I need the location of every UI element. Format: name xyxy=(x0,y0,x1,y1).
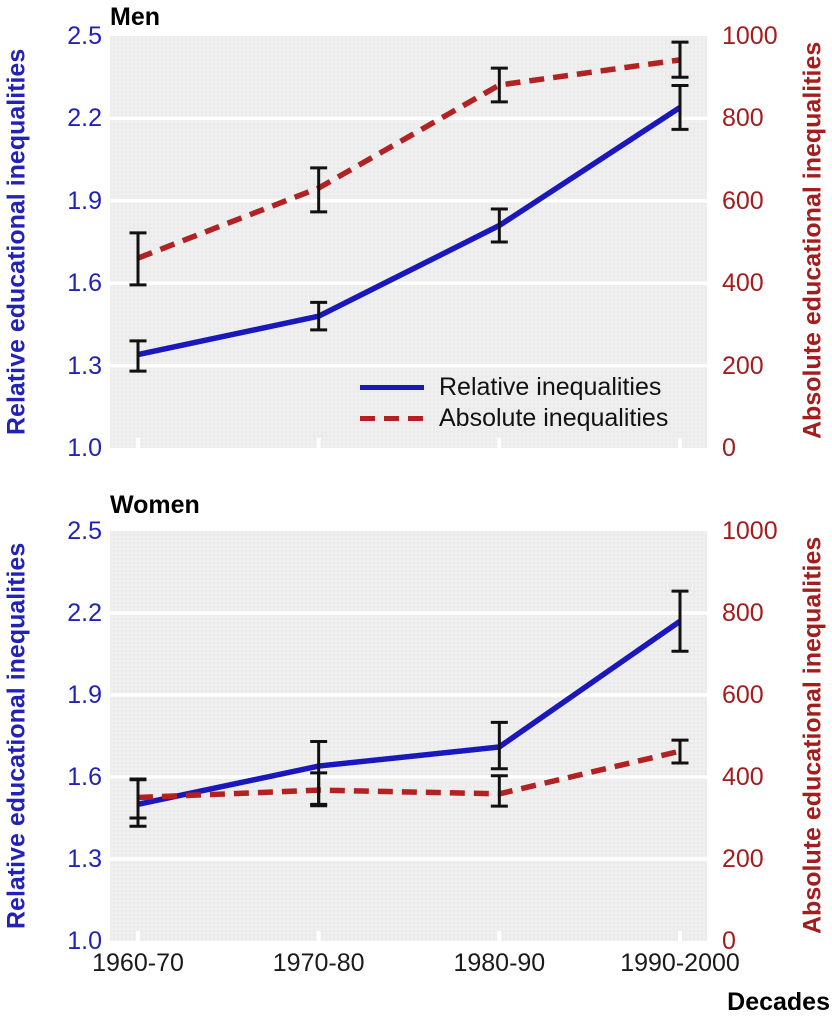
y-tick-label-right: 400 xyxy=(722,763,764,791)
absolute-inequalities-line xyxy=(137,748,681,801)
panel-title-men: Men xyxy=(110,3,160,31)
relative-inequalities-line xyxy=(137,618,682,808)
right-axis-ticks-men: 1000 800 600 400 200 0 xyxy=(722,22,822,462)
error-bar xyxy=(671,738,689,765)
error-bar xyxy=(671,589,689,653)
y-tick-label-left: 2.5 xyxy=(67,22,102,50)
error-bar xyxy=(490,774,508,808)
error-bar xyxy=(671,40,689,79)
relative-inequalities-line xyxy=(137,105,682,358)
error-bar xyxy=(490,66,508,104)
x-axis-ticks: 1960-70 1970-80 1980-90 1990-2000 xyxy=(92,948,740,978)
y-tick-label-right: 1000 xyxy=(722,517,778,545)
absolute-inequalities-line xyxy=(137,57,681,261)
error-bar xyxy=(129,231,147,287)
y-tick-label-left: 1.6 xyxy=(67,763,102,791)
women-chart xyxy=(110,531,707,941)
left-axis-ticks-men: 2.5 2.2 1.9 1.6 1.3 1.0 xyxy=(10,22,102,462)
absolute-line-swatch xyxy=(360,416,424,421)
panel-title-women: Women xyxy=(110,491,200,519)
x-tick-mark xyxy=(497,931,502,941)
error-bar xyxy=(310,300,328,332)
error-bar xyxy=(490,207,508,244)
x-axis-title: Decades xyxy=(727,988,830,1016)
legend-label-relative: Relative inequalities xyxy=(439,373,662,401)
y-tick-label-right: 800 xyxy=(722,599,764,627)
x-tick-mark xyxy=(316,931,321,941)
y-tick-label-right: 800 xyxy=(722,104,764,133)
error-bar xyxy=(129,777,147,820)
y-tick-label-left: 2.2 xyxy=(67,599,102,627)
left-axis-ticks-women: 2.5 2.2 1.9 1.6 1.3 1.0 xyxy=(10,517,102,955)
relative-line-swatch xyxy=(360,385,424,390)
y-tick-label-left: 1.9 xyxy=(67,681,102,709)
x-tick-mark xyxy=(136,438,140,448)
x-tick-mark xyxy=(497,438,502,448)
error-bar xyxy=(671,83,689,131)
x-tick-label: 1960-70 xyxy=(92,949,184,977)
women-plot-area xyxy=(110,531,707,941)
y-tick-label-left: 1.9 xyxy=(67,186,102,215)
legend: Relative inequalities Absolute inequalit… xyxy=(360,372,668,434)
men-plot-area: Relative inequalities Absolute inequalit… xyxy=(110,36,707,448)
y-tick-label-right: 1000 xyxy=(722,22,778,50)
x-tick-label: 1980-90 xyxy=(453,949,546,977)
x-tick-label: 1970-80 xyxy=(272,949,365,977)
error-bar xyxy=(310,166,328,214)
x-tick-mark xyxy=(316,438,321,448)
y-tick-label-right: 400 xyxy=(722,269,764,298)
legend-label-absolute: Absolute inequalities xyxy=(439,404,669,432)
y-tick-label-right: 600 xyxy=(722,681,764,709)
y-tick-label-left: 2.2 xyxy=(67,104,102,133)
y-tick-label-right: 200 xyxy=(722,351,764,380)
x-tick-mark xyxy=(678,438,682,448)
y-tick-label-left: 2.5 xyxy=(67,517,102,545)
y-tick-label-left: 1.6 xyxy=(67,269,102,298)
x-tick-label: 1990-2000 xyxy=(620,949,740,977)
y-tick-label-left: 1.3 xyxy=(67,351,102,380)
x-tick-mark xyxy=(136,931,140,941)
y-tick-label-right: 0 xyxy=(722,927,736,955)
error-bar xyxy=(490,720,508,771)
men-chart xyxy=(110,36,707,448)
error-bar xyxy=(129,339,147,373)
legend-item-absolute: Absolute inequalities xyxy=(360,403,668,434)
y-tick-label-left: 1.0 xyxy=(67,927,102,955)
error-bar xyxy=(310,771,328,808)
right-axis-ticks-women: 1000 800 600 400 200 0 xyxy=(722,517,822,955)
y-tick-label-right: 600 xyxy=(722,186,764,215)
legend-item-relative: Relative inequalities xyxy=(360,372,668,403)
y-tick-label-right: 200 xyxy=(722,845,764,873)
x-tick-mark xyxy=(678,931,682,941)
y-tick-label-right: 0 xyxy=(722,434,736,462)
y-tick-label-left: 1.0 xyxy=(67,434,102,462)
y-tick-label-left: 1.3 xyxy=(67,845,102,873)
